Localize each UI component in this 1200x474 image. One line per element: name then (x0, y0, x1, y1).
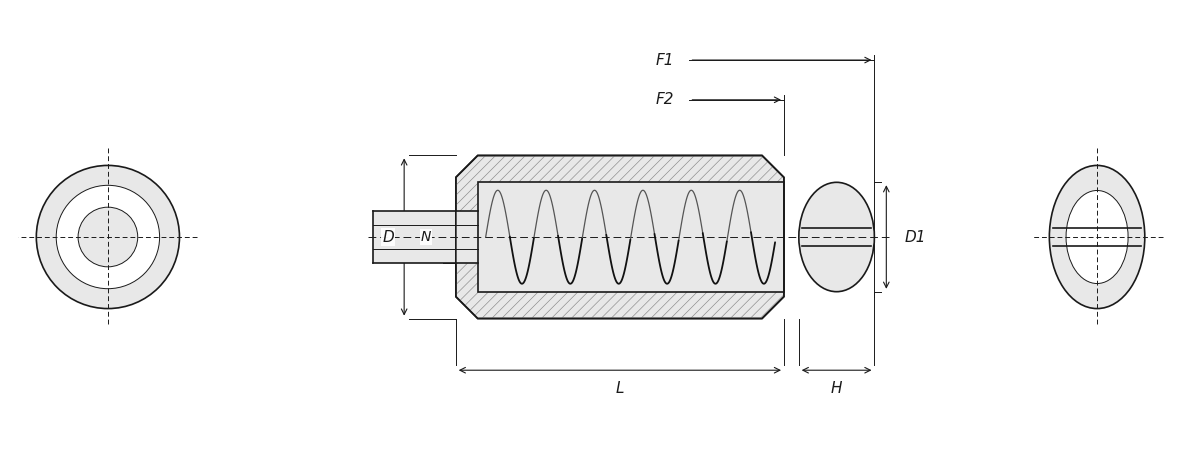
Circle shape (56, 185, 160, 289)
Text: N: N (421, 230, 431, 244)
Text: L: L (616, 381, 624, 396)
Ellipse shape (799, 182, 875, 292)
Text: D: D (383, 229, 394, 245)
Text: F1: F1 (656, 53, 674, 67)
Ellipse shape (1066, 191, 1128, 283)
Ellipse shape (1049, 165, 1145, 309)
Circle shape (78, 207, 138, 267)
Circle shape (36, 165, 180, 309)
Polygon shape (478, 182, 784, 292)
Text: D1: D1 (905, 229, 925, 245)
Polygon shape (456, 155, 784, 319)
Polygon shape (373, 211, 478, 263)
Text: H: H (830, 381, 842, 396)
Text: F2: F2 (656, 92, 674, 107)
